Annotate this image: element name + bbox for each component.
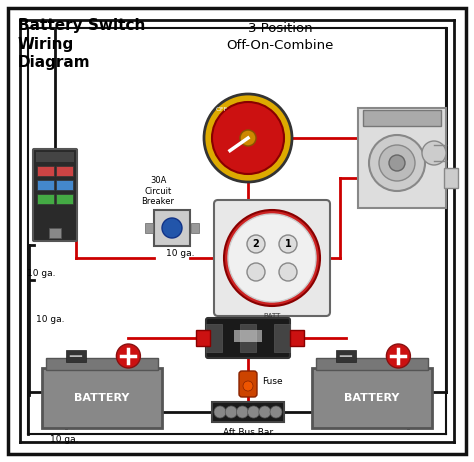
Bar <box>363 110 441 126</box>
Text: 2: 2 <box>253 239 259 249</box>
Circle shape <box>162 218 182 238</box>
Bar <box>56 194 73 204</box>
Circle shape <box>224 210 320 306</box>
Text: Fuse: Fuse <box>262 377 283 387</box>
Circle shape <box>259 406 271 418</box>
Bar <box>37 180 54 190</box>
Text: 10 ga.: 10 ga. <box>166 249 194 257</box>
Bar <box>312 368 432 428</box>
Bar <box>444 168 458 188</box>
Circle shape <box>386 344 410 368</box>
Bar <box>49 228 61 238</box>
Circle shape <box>279 263 297 281</box>
Text: 3 Position
Off-On-Combine: 3 Position Off-On-Combine <box>226 22 334 52</box>
Text: 10 ga.: 10 ga. <box>50 436 79 444</box>
Bar <box>36 152 74 162</box>
Bar <box>154 210 190 246</box>
Text: Battery Switch
Wiring
Diagram: Battery Switch Wiring Diagram <box>18 18 146 70</box>
Circle shape <box>228 214 316 302</box>
Bar <box>240 324 256 352</box>
FancyBboxPatch shape <box>239 371 257 397</box>
Circle shape <box>214 406 226 418</box>
Bar <box>42 368 162 428</box>
Circle shape <box>422 141 446 165</box>
Bar <box>56 166 73 176</box>
Text: BATT: BATT <box>264 313 281 319</box>
Bar <box>65 350 86 362</box>
Bar <box>358 108 446 208</box>
Bar <box>290 330 304 346</box>
Bar <box>212 402 284 422</box>
Circle shape <box>270 406 282 418</box>
Text: Aft Bus Bar: Aft Bus Bar <box>223 428 273 437</box>
Bar <box>37 194 54 204</box>
FancyBboxPatch shape <box>214 200 330 316</box>
Circle shape <box>369 135 425 191</box>
Text: OFF: OFF <box>216 107 228 112</box>
Circle shape <box>237 406 248 418</box>
FancyBboxPatch shape <box>206 318 290 358</box>
Circle shape <box>243 381 253 391</box>
Bar <box>56 180 73 190</box>
FancyBboxPatch shape <box>33 149 77 241</box>
Text: 30A
Circuit
Breaker: 30A Circuit Breaker <box>142 176 174 206</box>
Bar <box>316 358 428 370</box>
Circle shape <box>204 94 292 182</box>
Bar <box>37 166 54 176</box>
Circle shape <box>240 130 256 146</box>
Text: —: — <box>338 349 353 363</box>
Bar <box>145 223 153 233</box>
Bar <box>46 358 158 370</box>
Circle shape <box>247 235 265 253</box>
Bar <box>274 324 290 352</box>
Bar <box>234 330 262 342</box>
Text: 10 ga.: 10 ga. <box>27 269 55 279</box>
Circle shape <box>117 344 140 368</box>
Bar <box>206 324 222 352</box>
Bar <box>196 330 210 346</box>
Circle shape <box>225 406 237 418</box>
Circle shape <box>247 263 265 281</box>
Bar <box>336 350 356 362</box>
Circle shape <box>279 235 297 253</box>
Text: 1: 1 <box>284 239 292 249</box>
Circle shape <box>389 155 405 171</box>
Circle shape <box>247 406 260 418</box>
Text: —: — <box>69 349 82 363</box>
Circle shape <box>212 102 284 174</box>
Text: BATTERY: BATTERY <box>344 393 400 403</box>
Text: BATTERY: BATTERY <box>74 393 130 403</box>
Bar <box>191 223 199 233</box>
Circle shape <box>379 145 415 181</box>
Text: 10 ga.: 10 ga. <box>36 316 64 324</box>
